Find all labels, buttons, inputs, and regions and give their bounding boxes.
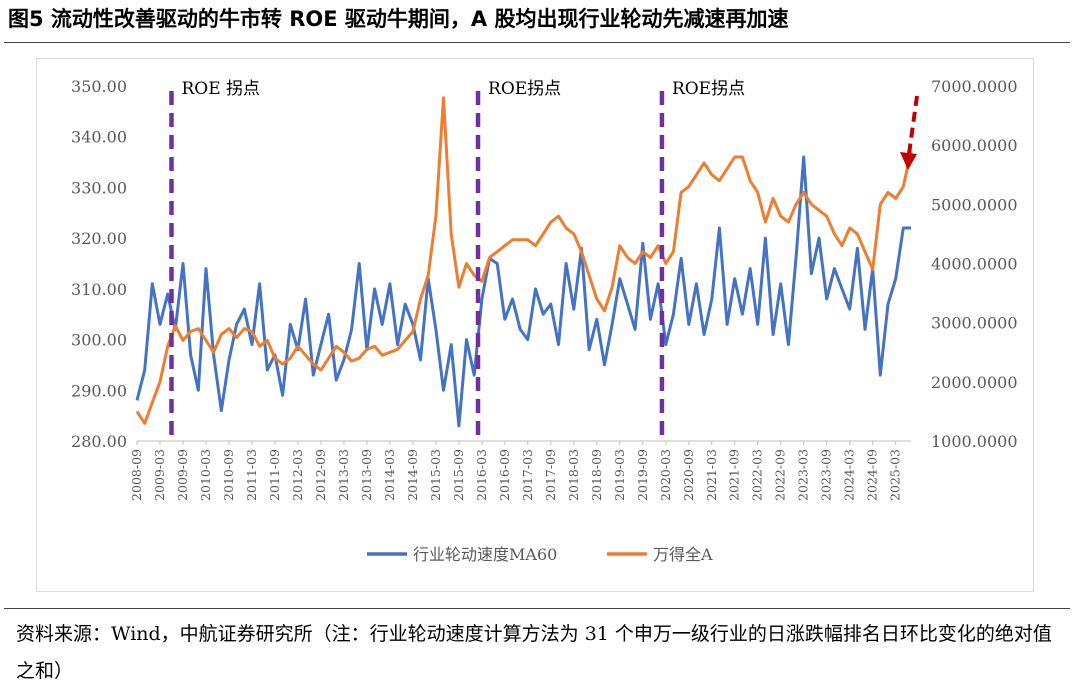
x-tick-label: 2020-03 <box>658 449 673 501</box>
x-tick-label: 2016-03 <box>474 449 489 501</box>
y-right-tick-label: 5000.0000 <box>931 195 1018 214</box>
x-tick-label: 2019-03 <box>612 449 627 501</box>
x-axis: 2008-09 2009-03 2009-09 2010-03 2010-09 2011-… <box>129 441 903 501</box>
y-right-tick-label: 2000.0000 <box>931 373 1018 392</box>
y-right-tick-label: 1000.0000 <box>931 432 1018 451</box>
plot-series <box>135 96 913 428</box>
x-tick-label: 2018-03 <box>566 449 581 501</box>
x-tick-label: 2015-09 <box>451 449 466 501</box>
arrow-head <box>900 152 917 170</box>
trend-arrow <box>900 95 919 170</box>
bottom-divider <box>4 608 1070 609</box>
x-tick-label: 2015-03 <box>428 449 443 501</box>
y-left-tick-label: 350.00 <box>71 77 127 96</box>
y-left-tick-label: 310.00 <box>71 280 127 299</box>
x-tick-label: 2024-03 <box>842 449 857 501</box>
x-tick-label: 2019-09 <box>635 449 650 501</box>
y-right-tick-label: 3000.0000 <box>931 314 1018 333</box>
x-tick-label: 2013-09 <box>359 449 374 501</box>
chart-frame: 280.00 290.00 300.00 310.00 320.00 330.00 340.… <box>36 58 1034 592</box>
top-divider <box>4 42 1070 43</box>
x-tick-label: 2023-09 <box>819 449 834 501</box>
x-tick-label: 2013-03 <box>336 449 351 501</box>
legend: 行业轮动速度MA60 万得全A <box>367 545 713 564</box>
x-tick-label: 2016-09 <box>497 449 512 501</box>
arrow-shaft <box>907 95 919 155</box>
industry-rotation-series-line <box>135 155 911 428</box>
roe-markers: ROE 拐点 ROE拐点 ROE拐点 <box>169 79 745 441</box>
x-tick-label: 2021-03 <box>704 449 719 501</box>
y-right-tick-label: 6000.0000 <box>931 136 1018 155</box>
x-tick-label: 2022-09 <box>773 449 788 501</box>
roe-marker-label: ROE 拐点 <box>181 79 260 99</box>
figure-title: 图5 流动性改善驱动的牛市转 ROE 驱动牛期间，A 股均出现行业轮动先减速再加… <box>8 7 789 31</box>
x-tick-label: 2011-09 <box>267 449 282 501</box>
source-note: 资料来源：Wind，中航证券研究所（注：行业轮动速度计算方法为 31 个申万一级… <box>16 623 1052 682</box>
x-tick-label: 2009-03 <box>152 449 167 501</box>
x-tick-label: 2024-09 <box>865 449 880 501</box>
x-tick-label: 2014-03 <box>382 449 397 501</box>
y-left-tick-label: 290.00 <box>71 381 127 400</box>
legend-label-rotation: 行业轮动速度MA60 <box>413 545 557 564</box>
wind-all-a-series-line <box>135 96 913 425</box>
x-tick-label: 2012-09 <box>313 449 328 501</box>
x-tick-label: 2017-09 <box>543 449 558 501</box>
left-axis: 280.00 290.00 300.00 310.00 320.00 330.00 340.… <box>71 77 127 451</box>
x-tick-label: 2008-09 <box>129 449 144 501</box>
legend-label-wind: 万得全A <box>653 545 713 564</box>
x-tick-label: 2021-09 <box>727 449 742 501</box>
x-tick-label: 2011-03 <box>244 449 259 501</box>
x-tick-label: 2010-09 <box>221 449 236 501</box>
x-tick-label: 2009-09 <box>175 449 190 501</box>
y-left-tick-label: 280.00 <box>71 432 127 451</box>
y-left-tick-label: 320.00 <box>71 229 127 248</box>
roe-marker-label: ROE拐点 <box>672 79 745 99</box>
chart-svg: 280.00 290.00 300.00 310.00 320.00 330.00 340.… <box>71 77 1018 564</box>
roe-marker-label: ROE拐点 <box>488 79 561 99</box>
y-left-tick-label: 340.00 <box>71 128 127 147</box>
y-right-tick-label: 7000.0000 <box>931 77 1018 96</box>
y-right-tick-label: 4000.0000 <box>931 255 1018 274</box>
right-axis: 1000.0000 2000.0000 3000.0000 4000.0000 5000… <box>931 77 1018 451</box>
x-tick-label: 2012-03 <box>290 449 305 501</box>
x-tick-label: 2023-03 <box>796 449 811 501</box>
x-tick-label: 2010-03 <box>198 449 213 501</box>
x-tick-label: 2022-03 <box>750 449 765 501</box>
x-tick-label: 2025-03 <box>888 449 903 501</box>
x-tick-label: 2014-09 <box>405 449 420 501</box>
x-tick-label: 2017-03 <box>520 449 535 501</box>
y-left-tick-label: 300.00 <box>71 331 127 350</box>
y-left-tick-label: 330.00 <box>71 178 127 197</box>
x-tick-label: 2018-09 <box>589 449 604 501</box>
x-tick-label: 2020-09 <box>681 449 696 501</box>
